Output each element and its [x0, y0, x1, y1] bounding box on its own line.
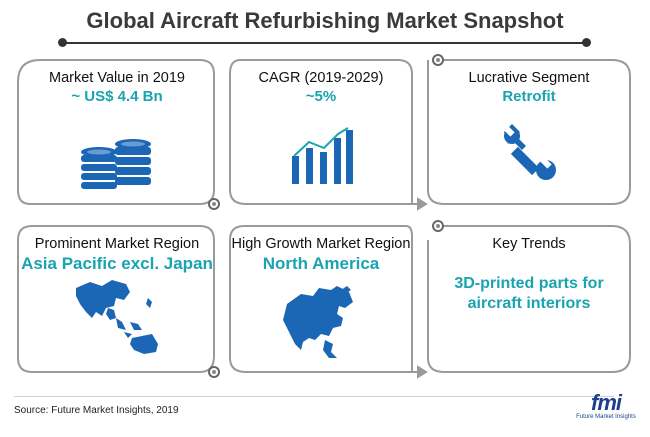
north-america-map-icon: [283, 286, 353, 358]
card-value: Asia Pacific excl. Japan: [21, 254, 213, 273]
title-underline: [62, 42, 586, 44]
card-value: Retrofit: [502, 88, 556, 105]
bar-chart-icon: [292, 127, 353, 184]
title-underline-dot-left: [58, 38, 67, 47]
card-heading: Market Value in 2019: [49, 70, 185, 86]
footer-divider: [14, 396, 614, 397]
wrench-icon: [503, 124, 556, 180]
card-heading: Prominent Market Region: [34, 236, 200, 252]
cagr-card: CAGR (2019-2029) ~5%: [222, 62, 420, 210]
coins-icon: [81, 139, 151, 189]
high-growth-region-card: High Growth Market Region North America: [222, 228, 420, 376]
card-value: North America: [262, 254, 380, 273]
source-note: Source: Future Market Insights, 2019: [14, 405, 179, 416]
card-heading: Key Trends: [492, 236, 566, 252]
card-heading: Lucrative Segment: [468, 70, 590, 86]
logo-text: fmi: [591, 390, 622, 415]
page-title: Global Aircraft Refurbishing Market Snap…: [86, 8, 564, 33]
fmi-logo: fmi Future Market Insights: [574, 392, 638, 430]
card-value: ~ US$ 4.4 Bn: [71, 88, 163, 105]
card-heading: High Growth Market Region: [231, 236, 411, 252]
card-value: ~5%: [305, 88, 337, 105]
prominent-region-card: Prominent Market Region Asia Pacific exc…: [18, 228, 216, 376]
market-value-card: Market Value in 2019 ~ US$ 4.4 Bn: [18, 62, 216, 210]
asia-map-icon: [76, 280, 158, 354]
lucrative-segment-card: Lucrative Segment Retrofit: [430, 62, 628, 210]
key-trends-card: Key Trends 3D-printed parts for aircraft…: [430, 228, 628, 376]
title-underline-dot-right: [582, 38, 591, 47]
card-heading: CAGR (2019-2029): [258, 70, 384, 86]
card-value: 3D-printed parts for aircraft interiors: [454, 275, 604, 312]
logo-subtext: Future Market Insights: [576, 414, 636, 420]
